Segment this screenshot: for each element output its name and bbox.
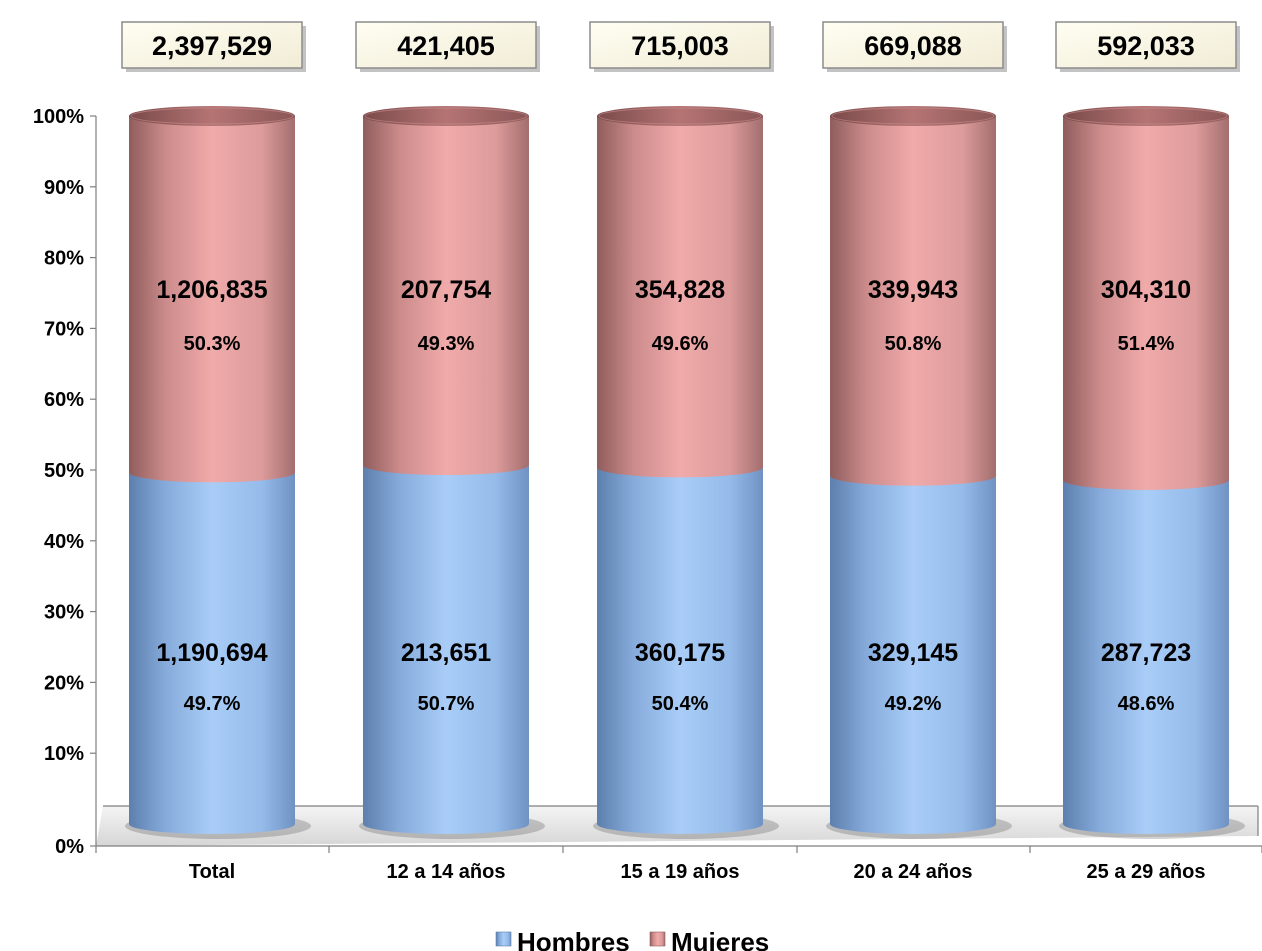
total-label-20-a-24-anos: 669,088: [864, 31, 962, 61]
total-box-15-a-19-anos: 715,003: [589, 21, 774, 72]
percent-label-hombres-15-a-19-anos: 50.4%: [652, 693, 709, 715]
bar-25-a-29-anos: [1063, 106, 1229, 834]
y-tick-label: 10%: [44, 743, 84, 765]
bar-top-cap-15-a-19-anos: [597, 106, 763, 126]
bar-segment-hombres-15-a-19-anos: [597, 457, 763, 834]
bar-segment-hombres-12-a-14-anos: [363, 455, 529, 834]
total-box-frame: [822, 21, 1004, 69]
legend-swatch-mujeres: [649, 931, 666, 947]
total-box-frame: [1055, 21, 1237, 69]
x-tick-label-20-a-24-anos: 20 a 24 años: [854, 861, 973, 883]
legend-swatch-hombres: [495, 931, 512, 947]
percent-label-mujeres-total: 50.3%: [184, 333, 241, 355]
bars: [125, 106, 1245, 839]
value-label-mujeres-total: 1,206,835: [156, 276, 267, 304]
x-tick-label-total: Total: [189, 861, 235, 883]
value-label-hombres-20-a-24-anos: 329,145: [868, 639, 958, 667]
data-labels: 1,190,694 49.7% 1,206,835 50.3% 213,651 50.7%…: [156, 276, 1191, 715]
bar-15-a-19-anos: [597, 106, 763, 834]
value-label-mujeres-20-a-24-anos: 339,943: [868, 276, 958, 304]
y-tick-label: 100%: [33, 106, 84, 128]
bar-segment-mujeres-25-a-29-anos: [1063, 116, 1229, 490]
value-label-hombres-12-a-14-anos: 213,651: [401, 639, 491, 667]
y-tick-label: 60%: [44, 389, 84, 411]
y-tick-label: 20%: [44, 672, 84, 694]
x-axis: Total 12 a 14 años 15 a 19 años 20 a 24 año…: [95, 845, 1262, 883]
bar-top-cap-12-a-14-anos: [363, 106, 529, 126]
value-label-hombres-15-a-19-anos: 360,175: [635, 639, 725, 667]
y-axis: 0% 10% 20% 30% 40% 50% 60% 70% 80% 90% 100%: [33, 106, 97, 858]
percent-label-hombres-12-a-14-anos: 50.7%: [418, 693, 475, 715]
bar-top-rim-15-a-19-anos: [598, 107, 762, 125]
value-label-mujeres-15-a-19-anos: 354,828: [635, 276, 725, 304]
total-box-12-a-14-anos: 421,405: [355, 21, 540, 72]
value-label-mujeres-12-a-14-anos: 207,754: [401, 276, 491, 304]
bar-segment-hombres-20-a-24-anos: [830, 465, 996, 834]
legend: Hombres Mujeres: [495, 927, 769, 951]
bar-top-cap-total: [129, 106, 295, 126]
total-label-25-a-29-anos: 592,033: [1097, 31, 1195, 61]
legend-label-mujeres: Mujeres: [671, 927, 769, 951]
percent-label-hombres-25-a-29-anos: 48.6%: [1118, 693, 1175, 715]
bar-segment-hombres-total: [129, 462, 295, 834]
total-label-total: 2,397,529: [152, 31, 272, 61]
bar-top-rim-12-a-14-anos: [364, 107, 528, 125]
bar-segment-mujeres-12-a-14-anos: [363, 116, 529, 476]
total-box-total: 2,397,529: [121, 21, 306, 72]
bar-segment-hombres-25-a-29-anos: [1063, 469, 1229, 834]
bar-segment-mujeres-15-a-19-anos: [597, 116, 763, 478]
bar-total: [129, 106, 295, 834]
bar-12-a-14-anos: [363, 106, 529, 834]
total-box-frame: [121, 21, 303, 69]
y-tick-label: 30%: [44, 602, 84, 624]
value-label-hombres-total: 1,190,694: [156, 639, 267, 667]
y-tick-label: 50%: [44, 460, 84, 482]
percent-label-hombres-total: 49.7%: [184, 693, 241, 715]
y-tick-label: 90%: [44, 177, 84, 199]
percent-label-mujeres-12-a-14-anos: 49.3%: [418, 333, 475, 355]
bar-segment-mujeres-total: [129, 116, 295, 483]
percent-label-mujeres-25-a-29-anos: 51.4%: [1118, 333, 1175, 355]
y-tick-label: 70%: [44, 318, 84, 340]
value-label-hombres-25-a-29-anos: 287,723: [1101, 639, 1191, 667]
bar-top-rim-25-a-29-anos: [1064, 107, 1228, 125]
bar-20-a-24-anos: [830, 106, 996, 834]
legend-label-hombres: Hombres: [517, 927, 630, 951]
percent-label-mujeres-20-a-24-anos: 50.8%: [885, 333, 942, 355]
y-tick-label: 40%: [44, 531, 84, 553]
percent-label-hombres-20-a-24-anos: 49.2%: [885, 693, 942, 715]
percent-label-mujeres-15-a-19-anos: 49.6%: [652, 333, 709, 355]
total-label-12-a-14-anos: 421,405: [397, 31, 495, 61]
total-box-25-a-29-anos: 592,033: [1055, 21, 1240, 72]
y-tick-label: 0%: [55, 836, 84, 858]
total-labels: 2,397,529 421,405 715,003 669,088 592,033: [121, 21, 1240, 72]
bar-top-rim-total: [130, 107, 294, 125]
y-tick-label: 80%: [44, 248, 84, 270]
total-box-frame: [355, 21, 537, 69]
bar-top-rim-20-a-24-anos: [831, 107, 995, 125]
total-box-frame: [589, 21, 771, 69]
value-label-mujeres-25-a-29-anos: 304,310: [1101, 276, 1191, 304]
bar-segment-mujeres-20-a-24-anos: [830, 116, 996, 486]
total-box-20-a-24-anos: 669,088: [822, 21, 1007, 72]
x-tick-label-15-a-19-anos: 15 a 19 años: [621, 861, 740, 883]
x-tick-label-12-a-14-anos: 12 a 14 años: [387, 861, 506, 883]
bar-top-cap-20-a-24-anos: [830, 106, 996, 126]
x-tick-label-25-a-29-anos: 25 a 29 años: [1087, 861, 1206, 883]
total-label-15-a-19-anos: 715,003: [631, 31, 729, 61]
bar-top-cap-25-a-29-anos: [1063, 106, 1229, 126]
